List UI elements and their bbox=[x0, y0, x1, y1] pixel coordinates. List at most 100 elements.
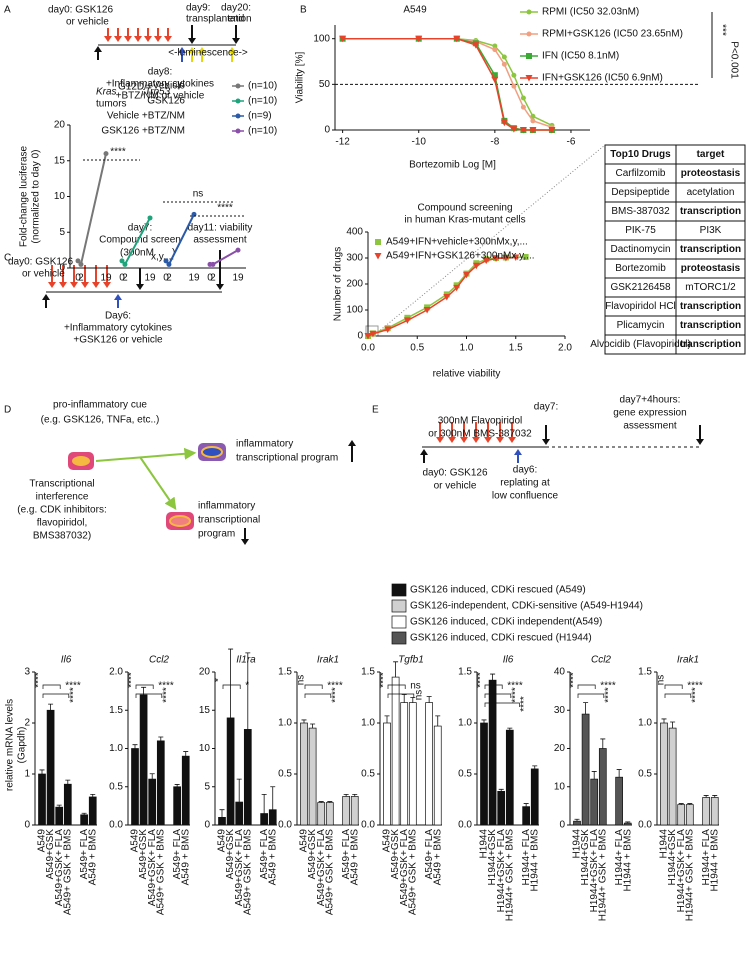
bar bbox=[55, 806, 64, 826]
arrow-head bbox=[42, 294, 50, 300]
y-tick-label: 5 bbox=[59, 227, 65, 238]
error-bar bbox=[661, 718, 667, 723]
error-bar bbox=[490, 673, 496, 681]
bar bbox=[497, 790, 506, 826]
significance: **** bbox=[519, 696, 530, 712]
x-axis-label: Bortezomib Log [M] bbox=[409, 160, 496, 171]
x-tick-label: -12 bbox=[335, 137, 350, 148]
y-tick-label: 20 bbox=[54, 120, 66, 131]
x-tick-label: A549 + BMS bbox=[180, 829, 191, 886]
x-tick-label: H1944+GSK+ FLA bbox=[496, 829, 507, 913]
arrow-head bbox=[178, 47, 186, 53]
y-tick-label: 0 bbox=[559, 820, 565, 831]
bar bbox=[660, 722, 668, 826]
timeline-text: or vehicle bbox=[22, 269, 65, 280]
point bbox=[548, 127, 556, 134]
bar bbox=[573, 820, 581, 826]
y-tick-label: 0.0 bbox=[109, 820, 123, 831]
timeline-text: end bbox=[228, 14, 245, 25]
arrow-head bbox=[144, 36, 152, 42]
error-bar bbox=[600, 738, 606, 749]
significance: P<0.001 bbox=[728, 41, 739, 79]
significance-bracket bbox=[664, 684, 683, 689]
bar bbox=[131, 748, 139, 826]
y-tick-label: 0 bbox=[59, 263, 65, 274]
point bbox=[502, 255, 510, 262]
point bbox=[491, 72, 498, 79]
y-axis-label: Fold-change luciferase bbox=[19, 145, 30, 247]
x-tick-label: 0 bbox=[75, 273, 81, 284]
chart-title: Tgfb1 bbox=[398, 655, 424, 666]
error-bar bbox=[245, 652, 251, 730]
x-tick-label: H1944 + BMS bbox=[709, 829, 720, 892]
error-bar bbox=[410, 697, 416, 703]
y-tick-label: 0 bbox=[204, 820, 210, 831]
x-tick-label: 2.0 bbox=[558, 343, 572, 354]
significance-bracket bbox=[42, 684, 61, 689]
arrow-head bbox=[48, 282, 56, 288]
error-bar bbox=[56, 804, 62, 808]
model-label: G12D/+ bbox=[118, 82, 153, 93]
error-bar bbox=[532, 765, 538, 769]
x-tick-label: A549 + BMS bbox=[87, 829, 98, 886]
x-axis-label: relative viability bbox=[433, 369, 501, 380]
y-tick-label: 10 bbox=[54, 191, 66, 202]
significance-bracket bbox=[304, 684, 323, 689]
arrow-head bbox=[232, 38, 240, 44]
error-bar bbox=[236, 778, 242, 803]
point bbox=[526, 31, 532, 37]
error-bar bbox=[670, 721, 676, 729]
point bbox=[519, 127, 527, 134]
point bbox=[511, 72, 517, 78]
significance-bracket bbox=[484, 684, 503, 689]
error-bar bbox=[90, 794, 96, 797]
x-tick-label: 2 bbox=[210, 273, 216, 284]
significance-bracket bbox=[484, 702, 520, 707]
y-tick-label: 0.5 bbox=[278, 769, 292, 780]
point bbox=[530, 113, 536, 119]
significance-bracket bbox=[387, 693, 415, 698]
table-cell: transcription bbox=[680, 320, 741, 331]
x-tick-label: A549 bbox=[299, 829, 310, 853]
error-bar bbox=[574, 818, 580, 822]
point bbox=[520, 104, 526, 110]
bar bbox=[46, 709, 55, 826]
timeline-text: Day6: bbox=[105, 311, 131, 322]
error-bar bbox=[48, 703, 54, 711]
legend-label: GSK126 induced, CDKi rescued (A549) bbox=[410, 585, 586, 596]
y-tick-label: 2 bbox=[24, 718, 30, 729]
legend-label: IFN (IC50 8.1nM) bbox=[542, 51, 619, 62]
significance: **** bbox=[34, 672, 45, 688]
y-tick-label: 0.5 bbox=[638, 769, 652, 780]
panel-label: C bbox=[4, 253, 11, 264]
y-tick-label: 15 bbox=[54, 155, 66, 166]
x-tick-label: A549+GSK bbox=[390, 829, 401, 880]
bar bbox=[685, 804, 694, 826]
table-cell: proteostasis bbox=[681, 263, 741, 274]
y-tick-label: 1.0 bbox=[109, 743, 123, 754]
table-cell: Carfilzomib bbox=[615, 168, 665, 179]
bar bbox=[615, 776, 623, 826]
bar bbox=[710, 797, 719, 826]
chart-title: Il6 bbox=[503, 655, 514, 666]
x-tick-label: H1944+GSK bbox=[487, 829, 498, 886]
y-tick-label: 0.0 bbox=[458, 820, 472, 831]
arrow-head bbox=[241, 539, 249, 545]
x-tick-label: A549+ FLA bbox=[259, 829, 270, 880]
x-tick-label: H1944+GSK+ FLA bbox=[589, 829, 600, 913]
bar bbox=[433, 725, 442, 826]
y-tick-label: 40 bbox=[554, 667, 566, 678]
bar bbox=[38, 773, 46, 826]
significance: **** bbox=[507, 681, 523, 692]
diagram-text: inflammatory bbox=[236, 439, 293, 450]
error-bar bbox=[401, 694, 407, 703]
error-bar bbox=[158, 736, 164, 741]
point bbox=[525, 75, 533, 82]
timeline-text: or vehicle bbox=[66, 17, 109, 28]
point bbox=[492, 43, 498, 49]
significance: **** bbox=[379, 672, 390, 688]
x-tick-label: -6 bbox=[567, 137, 576, 148]
legend-marker bbox=[235, 113, 241, 119]
table-header: Top10 Drugs bbox=[610, 149, 671, 160]
timeline-text: +Inflammatory cytokines bbox=[106, 79, 214, 90]
